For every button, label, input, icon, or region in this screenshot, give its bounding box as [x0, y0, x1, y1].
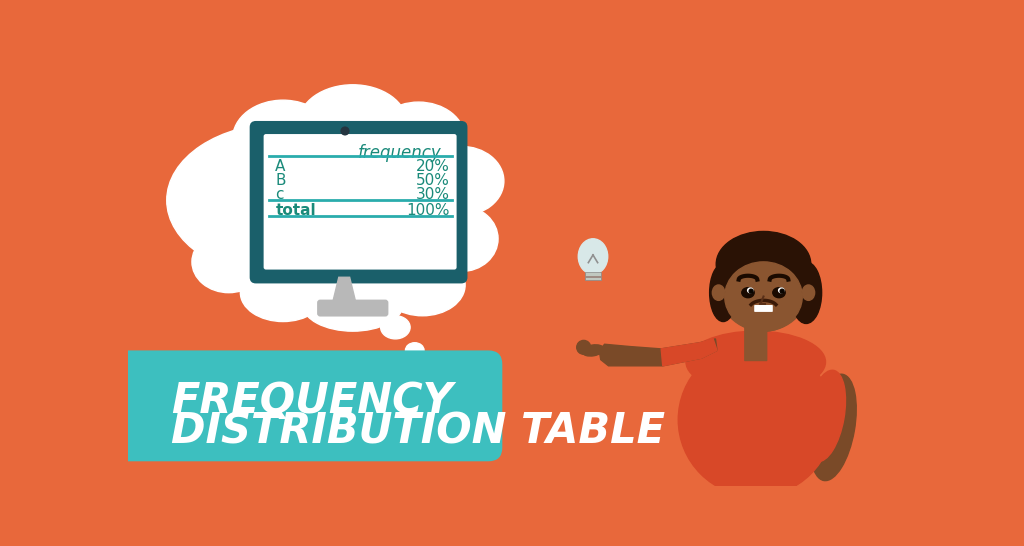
Ellipse shape — [810, 374, 856, 480]
FancyBboxPatch shape — [744, 317, 767, 361]
Ellipse shape — [778, 288, 784, 293]
Circle shape — [577, 340, 591, 354]
Ellipse shape — [190, 135, 283, 212]
Circle shape — [780, 289, 784, 293]
FancyBboxPatch shape — [586, 272, 601, 276]
Ellipse shape — [725, 262, 802, 331]
Text: frequency: frequency — [358, 144, 442, 162]
Text: DISTRIBUTION TABLE: DISTRIBUTION TABLE — [171, 411, 665, 453]
Circle shape — [750, 289, 753, 293]
Ellipse shape — [748, 288, 753, 293]
FancyBboxPatch shape — [250, 121, 467, 283]
Circle shape — [341, 127, 349, 135]
Ellipse shape — [710, 264, 736, 322]
Ellipse shape — [381, 316, 410, 339]
Ellipse shape — [741, 288, 755, 298]
FancyBboxPatch shape — [755, 305, 773, 312]
Ellipse shape — [302, 277, 403, 331]
Text: B: B — [275, 173, 286, 188]
Ellipse shape — [802, 285, 815, 300]
FancyBboxPatch shape — [111, 351, 503, 461]
Text: 20%: 20% — [416, 159, 450, 175]
Ellipse shape — [406, 343, 424, 358]
Polygon shape — [599, 339, 717, 366]
Polygon shape — [333, 277, 356, 302]
Ellipse shape — [686, 331, 825, 393]
Ellipse shape — [232, 100, 334, 177]
FancyBboxPatch shape — [317, 300, 388, 317]
Ellipse shape — [583, 345, 604, 356]
Ellipse shape — [717, 239, 810, 331]
Text: 30%: 30% — [416, 187, 450, 202]
Ellipse shape — [773, 288, 785, 298]
Ellipse shape — [579, 239, 607, 274]
FancyBboxPatch shape — [263, 134, 457, 270]
Ellipse shape — [241, 264, 326, 322]
Ellipse shape — [299, 85, 407, 162]
Ellipse shape — [424, 206, 498, 271]
Ellipse shape — [713, 285, 725, 300]
Ellipse shape — [678, 343, 834, 497]
Ellipse shape — [419, 146, 504, 216]
Ellipse shape — [167, 123, 399, 277]
Ellipse shape — [372, 102, 465, 175]
Ellipse shape — [806, 370, 846, 461]
Text: FREQUENCY: FREQUENCY — [171, 379, 453, 422]
Text: 100%: 100% — [407, 203, 450, 218]
Text: 50%: 50% — [416, 173, 450, 188]
FancyBboxPatch shape — [586, 276, 601, 280]
Text: c: c — [275, 187, 284, 202]
Text: total: total — [275, 203, 315, 218]
Ellipse shape — [791, 262, 821, 323]
Ellipse shape — [191, 231, 265, 293]
Ellipse shape — [182, 177, 252, 246]
Polygon shape — [662, 339, 717, 366]
Ellipse shape — [716, 232, 811, 297]
Text: A: A — [275, 159, 286, 175]
Ellipse shape — [380, 254, 465, 316]
